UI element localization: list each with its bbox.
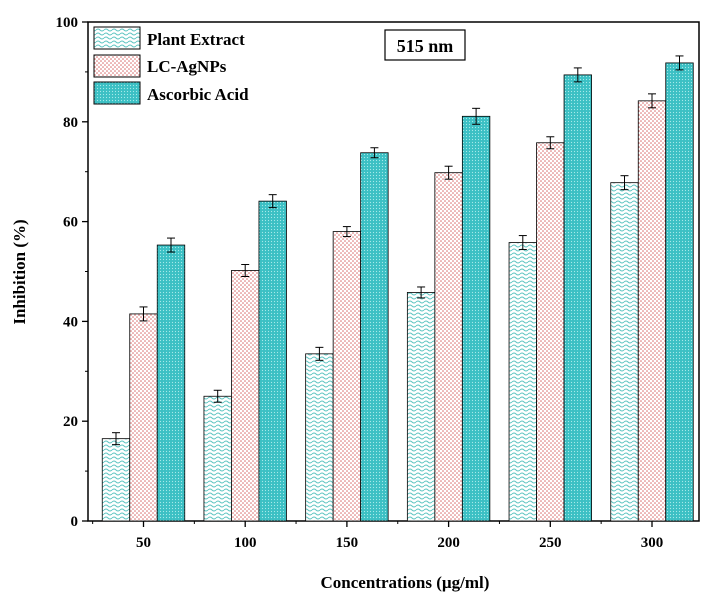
bar-ascorbic-acid-150 xyxy=(360,152,389,522)
error-bar-ascorbic-acid-50 xyxy=(167,237,175,253)
y-tick-label-0: 0 xyxy=(71,514,79,530)
error-bar-plant-extract-250 xyxy=(518,235,527,251)
y-tick-label-80: 80 xyxy=(63,115,78,131)
plot-frame xyxy=(87,21,700,522)
y-tick-label-20: 20 xyxy=(63,414,78,430)
bar-lc-agnps-100 xyxy=(231,270,260,522)
error-bar-lc-agnps-300 xyxy=(648,93,656,109)
wavelength-annotation: 515 nm xyxy=(384,29,466,61)
y-axis: 0 20 40 60 80 100 xyxy=(56,15,88,530)
legend-label-lc-agnps: LC-AgNPs xyxy=(147,57,227,76)
bar-lc-agnps-150 xyxy=(332,231,362,522)
bar-ascorbic-acid-50 xyxy=(156,244,186,522)
error-bar-plant-extract-200 xyxy=(417,286,426,299)
error-bar-plant-extract-300 xyxy=(620,175,629,191)
bar-lc-agnps-300 xyxy=(637,100,667,522)
bar-lc-agnps-200 xyxy=(434,172,463,522)
bar-plant-extract-200 xyxy=(406,292,436,522)
y-tick-label-100: 100 xyxy=(56,15,79,31)
error-bar-lc-agnps-250 xyxy=(546,136,555,150)
bar-plant-extract-250 xyxy=(508,242,537,522)
bar-lc-agnps-250 xyxy=(536,142,565,522)
legend-swatch-plant-extract xyxy=(93,26,141,50)
bar-plant-extract-50 xyxy=(101,438,131,522)
error-bar-plant-extract-100 xyxy=(213,389,222,403)
y-tick-label-40: 40 xyxy=(63,314,78,330)
x-tick-label-300: 300 xyxy=(641,535,664,551)
bar-lc-agnps-50 xyxy=(129,313,158,522)
x-tick-label-150: 150 xyxy=(336,535,359,551)
annotation-box xyxy=(384,29,466,61)
x-tick-label-250: 250 xyxy=(539,535,562,551)
error-bar-lc-agnps-50 xyxy=(139,306,148,322)
x-tick-label-100: 100 xyxy=(234,535,257,551)
error-bar-ascorbic-acid-100 xyxy=(268,194,277,209)
error-bar-plant-extract-150 xyxy=(315,346,324,361)
bar-ascorbic-acid-200 xyxy=(461,115,491,522)
error-bar-lc-agnps-150 xyxy=(342,226,351,238)
bar-ascorbic-acid-250 xyxy=(563,74,592,522)
error-bar-ascorbic-acid-200 xyxy=(472,107,481,125)
error-bar-ascorbic-acid-300 xyxy=(675,55,684,71)
x-axis: 50 100 150 200 250 300 xyxy=(92,521,664,551)
legend: Plant Extract LC-AgNPs Ascorbic Acid xyxy=(93,26,249,105)
error-bar-ascorbic-acid-250 xyxy=(573,67,582,83)
bars-layer xyxy=(101,55,694,522)
legend-swatch-lc-agnps xyxy=(93,54,141,78)
error-bar-lc-agnps-100 xyxy=(241,264,250,277)
x-axis-title: Concentrations (µg/ml) xyxy=(321,573,490,592)
y-axis-title: Inhibition (%) xyxy=(10,219,29,324)
error-bar-ascorbic-acid-150 xyxy=(370,147,379,159)
legend-label-ascorbic-acid: Ascorbic Acid xyxy=(147,85,249,104)
legend-swatch-ascorbic-acid xyxy=(93,81,141,105)
bar-ascorbic-acid-300 xyxy=(665,62,694,522)
error-bar-plant-extract-50 xyxy=(112,432,120,446)
x-tick-label-50: 50 xyxy=(136,535,151,551)
bar-plant-extract-300 xyxy=(610,182,639,522)
bar-ascorbic-acid-100 xyxy=(258,200,287,522)
y-tick-label-60: 60 xyxy=(63,215,78,231)
x-tick-label-200: 200 xyxy=(437,535,460,551)
annotation-label: 515 nm xyxy=(397,36,454,56)
bar-plant-extract-150 xyxy=(305,353,334,522)
bar-plant-extract-100 xyxy=(203,395,232,522)
error-bar-lc-agnps-200 xyxy=(444,165,453,180)
legend-label-plant-extract: Plant Extract xyxy=(147,30,245,49)
